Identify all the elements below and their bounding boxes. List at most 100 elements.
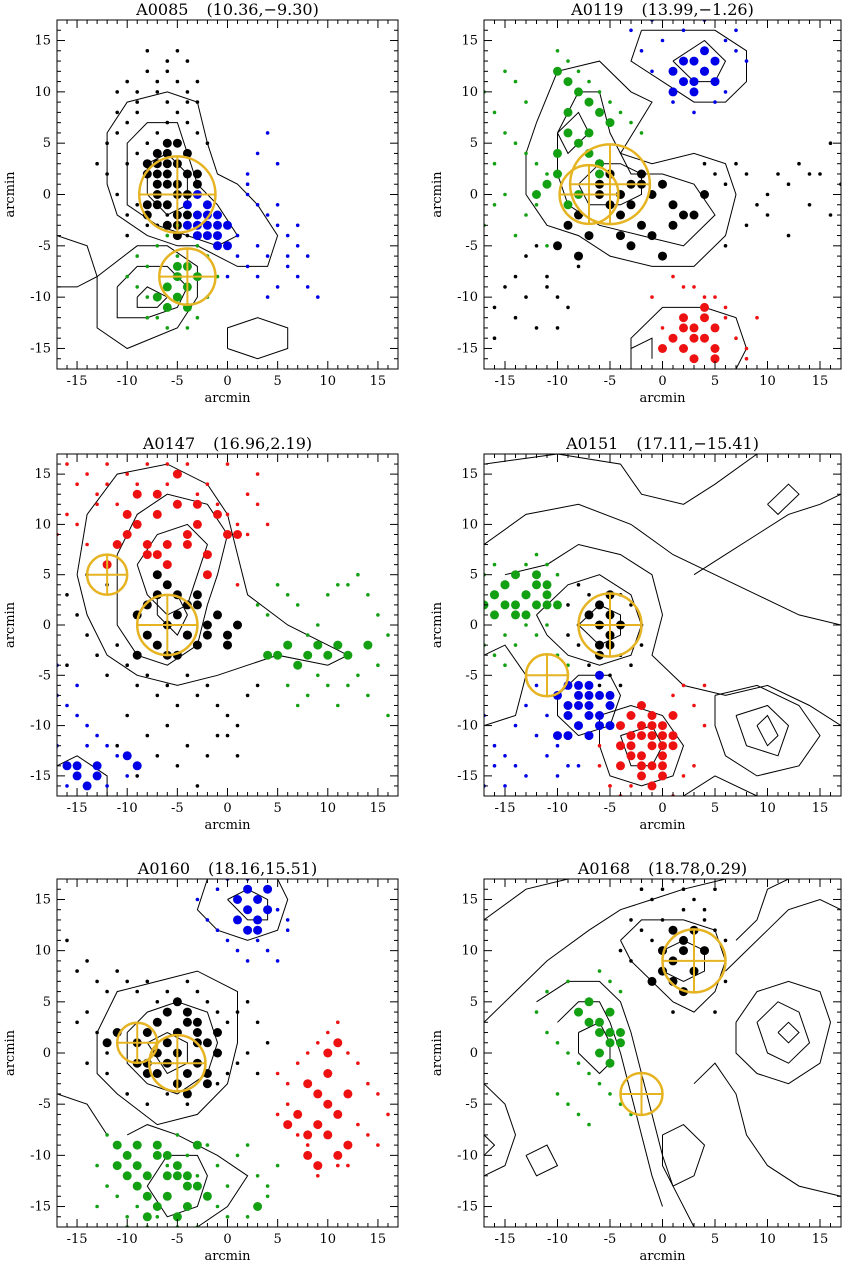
point-black [797,161,801,166]
x-tick-label: 15 [812,801,829,816]
point-red [681,285,686,289]
point-green [105,1184,109,1188]
point-blue [213,241,222,251]
point-black [192,600,202,610]
point-black [152,200,162,210]
point-blue [660,38,665,43]
point-green [112,1140,122,1150]
point-black [165,69,170,74]
point-blue [125,774,129,778]
point-black [205,1000,210,1004]
point-black [225,1071,230,1076]
point-blue [265,254,270,258]
y-axis-label: arcmin [3,601,18,648]
point-green [595,169,604,179]
point-black [142,1028,152,1037]
point-red [647,761,657,771]
point-red [668,731,678,741]
point-black [192,169,202,179]
point-green [534,161,539,166]
panel-title-coords: (17.11,−15.41) [636,434,759,453]
point-black [723,182,728,186]
point-green [608,1092,612,1096]
point-green [326,593,330,597]
point-black [182,1089,192,1099]
point-black [75,1020,79,1025]
point-red [85,472,89,476]
point-red [692,285,696,289]
point-black [235,1061,240,1065]
point-black [639,928,644,932]
point-green [295,703,300,708]
point-green [490,590,499,600]
point-blue [253,895,263,904]
point-black [105,1071,109,1076]
point-red [85,542,89,547]
point-red [692,703,696,708]
point-black [213,1048,222,1058]
point-red [265,522,270,527]
point-red [225,512,230,517]
point-black [637,220,646,230]
point-green [265,1194,270,1199]
panel-title-name: A0151 [565,434,618,453]
point-green [346,583,350,587]
point-black [202,1038,212,1048]
point-green [503,633,507,637]
point-red [205,482,210,487]
point-black [162,148,172,158]
point-blue [285,254,290,258]
point-red [316,1174,320,1178]
point-red [626,711,636,720]
point-black [765,213,770,217]
point-red [245,492,250,497]
point-black [165,59,170,63]
x-axis-label: arcmin [204,391,251,406]
point-red [305,1143,310,1147]
point-black [681,887,686,891]
point-blue [595,670,604,680]
point-black [185,90,190,94]
contour-line [525,60,737,267]
point-red [142,550,152,560]
point-black [618,948,623,953]
y-tick-label: 5 [43,136,51,151]
y-tick-label: -5 [38,1097,51,1112]
point-blue [679,77,688,87]
point-black [265,1041,270,1045]
point-red [658,771,667,781]
point-green [553,66,562,76]
point-black [195,131,200,135]
point-red [626,731,636,741]
x-tick-label: -10 [547,1232,568,1247]
point-black [135,989,139,994]
point-red [145,462,150,466]
point-red [647,781,657,791]
panel-a0160: A0160 (18.16,15.51) -15 -10 -5 0 5 10 15 -15 -10 -5… [3,859,399,1264]
point-green [639,131,644,135]
point-black [195,989,200,994]
point-black [233,620,242,630]
point-green [255,603,260,607]
point-green [542,600,552,610]
point-red [650,295,654,299]
point-green [492,562,497,567]
point-black [597,683,602,688]
point-black [85,1061,89,1065]
x-tick-label: 0 [658,374,666,389]
point-black [713,928,717,932]
point-red [285,1102,290,1106]
contour-line [146,1154,208,1218]
point-red [223,530,232,539]
point-green [105,1133,109,1137]
points-group [534,879,728,1127]
point-green [553,169,562,179]
point-red [182,530,192,539]
point-blue [563,711,573,720]
point-red [125,472,129,476]
center-marker [577,592,643,658]
point-blue [265,131,270,135]
point-black [162,1038,172,1048]
point-green [165,326,170,330]
point-green [125,1215,129,1219]
